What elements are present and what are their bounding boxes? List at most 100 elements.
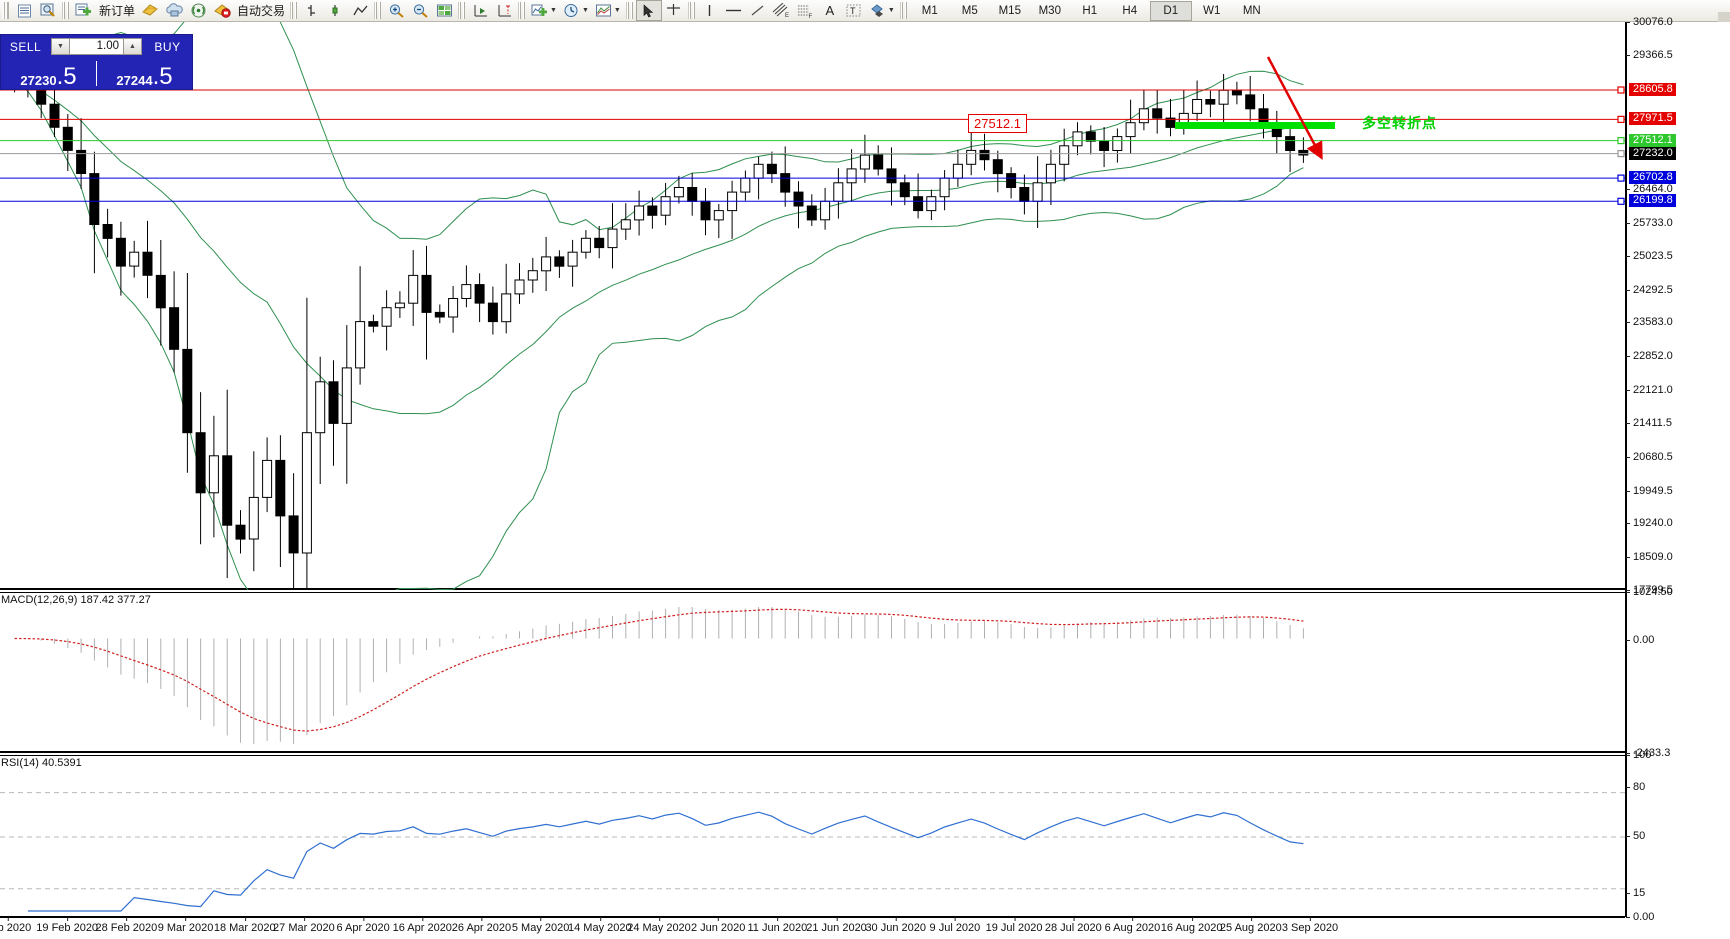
ask-price[interactable]: 27244 .5: [97, 58, 192, 89]
turning-point-note: 多空转折点: [1362, 116, 1437, 132]
strategy-tester-icon[interactable]: [162, 1, 186, 20]
autotrading-icon[interactable]: [210, 1, 234, 20]
volume-input[interactable]: 1.00: [70, 38, 123, 55]
candlestick-chart-icon[interactable]: [324, 1, 348, 20]
timeframe-h1[interactable]: H1: [1082, 4, 1098, 17]
timeframe-m5[interactable]: M5: [961, 4, 978, 17]
equidistant-channel-icon[interactable]: E: [770, 1, 794, 20]
time-tick: 28 Jul 2020: [1044, 917, 1102, 934]
timeframe-mn[interactable]: MN: [1242, 4, 1261, 17]
timeframe-h4[interactable]: H4: [1122, 4, 1138, 17]
periods-dropdown-caret[interactable]: ▼: [581, 7, 589, 14]
svg-text:E: E: [785, 13, 789, 19]
horizontal-line-icon[interactable]: [722, 1, 746, 20]
toolbar-separator-3: [374, 2, 383, 19]
price-tick: 1024.50: [1626, 586, 1673, 598]
time-tick: 26 Apr 2020: [451, 917, 512, 934]
cursor-icon[interactable]: [635, 0, 662, 21]
time-tick: 21 Jun 2020: [806, 917, 867, 934]
rsi-pane[interactable]: RSI(14) 40.5391: [0, 755, 1625, 917]
shapes-icon[interactable]: [866, 1, 890, 20]
chart-shift-icon[interactable]: [492, 1, 516, 20]
price-chart-canvas: [0, 22, 1625, 590]
price-tick: 19240.0: [1626, 517, 1673, 529]
shapes-dropdown-caret[interactable]: ▼: [887, 7, 895, 14]
volume-stepper[interactable]: ▼ 1.00 ▲: [51, 38, 142, 55]
buy-button[interactable]: BUY: [154, 39, 181, 54]
timeframe-m30[interactable]: M30: [1038, 4, 1061, 17]
time-tick: 25 Aug 2020: [1219, 917, 1282, 934]
time-tick: 3 Sep 2020: [1281, 917, 1339, 934]
price-level-label-red: 28605.8: [1629, 83, 1676, 97]
price-level-label-black: 27232.0: [1629, 146, 1676, 160]
metaeditor-icon[interactable]: [138, 1, 162, 20]
time-tick: 2 Jun 2020: [690, 917, 746, 934]
timeframe-m1[interactable]: M1: [921, 4, 938, 17]
price-level-label-green: 27512.1: [1629, 133, 1676, 147]
price-scale[interactable]: 30076.0 29366.5 26464.0 25733.0 25023.5 24292…: [1625, 16, 1730, 923]
vertical-line-icon[interactable]: [698, 1, 722, 20]
templates-dropdown-caret[interactable]: ▼: [613, 7, 621, 14]
autotrading-label[interactable]: 自动交易: [237, 4, 286, 18]
time-tick: Feb 2020: [0, 917, 31, 934]
bid-price-integer: 27230: [20, 73, 57, 88]
volume-increase-button[interactable]: ▲: [123, 38, 142, 55]
crosshair-icon[interactable]: [662, 1, 686, 20]
signals-icon[interactable]: [186, 1, 210, 20]
indicators-icon[interactable]: [528, 1, 552, 20]
one-click-trading-panel[interactable]: SELL ▼ 1.00 ▲ BUY 27230 .5 27244 .5: [0, 34, 193, 90]
time-tick: 19 Jul 2020: [985, 917, 1043, 934]
price-tick: 26464.0: [1626, 183, 1673, 195]
rsi-indicator-label: RSI(14) 40.5391: [1, 757, 82, 769]
bar-chart-icon[interactable]: [300, 1, 324, 20]
fibonacci-icon[interactable]: F: [794, 1, 818, 20]
timeframe-d1[interactable]: D1: [1149, 0, 1192, 21]
time-tick: 6 Aug 2020: [1104, 917, 1161, 934]
new-order-label[interactable]: 新订单: [99, 4, 136, 18]
toolbar-grip[interactable]: [2, 2, 9, 19]
templates-icon[interactable]: [592, 1, 616, 20]
price-tick: 21411.5: [1626, 417, 1672, 429]
price-tick: 30076.0: [1626, 16, 1673, 28]
time-tick: 11 Jun 2020: [747, 917, 808, 934]
price-annotation-box: 27512.1: [968, 114, 1027, 133]
sell-button[interactable]: SELL: [9, 39, 42, 54]
price-pane[interactable]: [0, 22, 1625, 590]
time-tick: 24 May 2020: [627, 917, 691, 934]
price-tick: 22121.0: [1626, 384, 1673, 396]
terminal-icon[interactable]: [12, 1, 36, 20]
data-window-icon[interactable]: [36, 1, 60, 20]
price-tick: 17799.5: [1626, 584, 1673, 596]
toolbar-separator-5: [518, 2, 527, 19]
main-toolbar[interactable]: 新订单 自动交易 ▼ ▼ ▼: [0, 0, 1730, 22]
time-tick: 27 Mar 2020: [273, 917, 335, 934]
price-tick: 19949.5: [1626, 485, 1673, 497]
zoom-out-icon[interactable]: [408, 1, 432, 20]
text-label-icon[interactable]: T: [842, 1, 866, 20]
macd-pane[interactable]: MACD(12,26,9) 187.42 377.27: [0, 592, 1625, 753]
trade-panel-divider: [96, 61, 97, 86]
line-chart-icon[interactable]: [348, 1, 372, 20]
rsi-tick: 50: [1625, 830, 1645, 842]
rsi-tick: 0.00: [1625, 911, 1654, 923]
timeframe-m15[interactable]: M15: [998, 4, 1021, 17]
text-icon[interactable]: A: [825, 3, 835, 18]
indicators-dropdown-caret[interactable]: ▼: [550, 7, 557, 14]
auto-scroll-icon[interactable]: [468, 1, 492, 20]
toolbar-separator-2: [290, 2, 299, 19]
trendline-icon[interactable]: [746, 1, 770, 20]
svg-text:F: F: [809, 14, 813, 19]
tile-windows-icon[interactable]: [432, 1, 456, 20]
periods-icon[interactable]: [560, 1, 584, 20]
toolbar-separator: [62, 2, 70, 19]
time-tick: 16 Apr 2020: [392, 917, 452, 934]
bid-price[interactable]: 27230 .5: [1, 58, 96, 89]
new-order-icon[interactable]: [72, 1, 96, 20]
vertical-scrollbar-thumb[interactable]: [1718, 12, 1730, 22]
timeframe-group[interactable]: M1 M5 M15 M30 H1 H4 D1 W1 MN: [910, 0, 1272, 21]
volume-decrease-button[interactable]: ▼: [51, 38, 70, 55]
zoom-in-icon[interactable]: [384, 1, 408, 20]
macd-chart-canvas: [14, 607, 1304, 744]
timeframe-w1[interactable]: W1: [1203, 4, 1221, 17]
